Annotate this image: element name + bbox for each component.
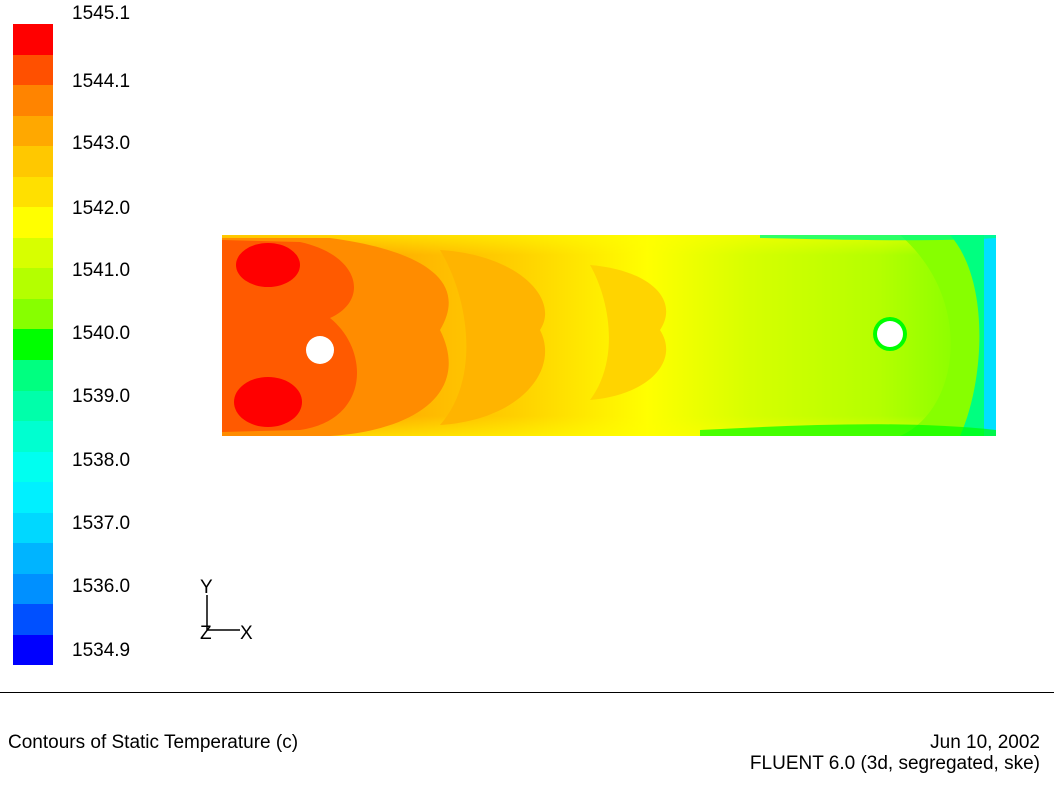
contour-band	[440, 250, 546, 425]
legend-color-band	[13, 146, 53, 177]
footer-divider	[0, 692, 1054, 693]
legend-color-band	[13, 390, 53, 422]
plot-date: Jun 10, 2002	[930, 732, 1040, 753]
legend-color-band	[13, 54, 53, 86]
axis-x-label: X	[240, 623, 253, 644]
legend-color-band	[13, 115, 53, 147]
legend-color-band	[13, 360, 53, 391]
legend-tick: 1543.0	[72, 133, 131, 154]
legend-tick: 1539.0	[72, 386, 131, 407]
legend-color-band	[13, 543, 53, 574]
legend-color-band	[13, 512, 53, 544]
legend-tick: 1542.0	[72, 198, 131, 219]
hot-spot	[234, 377, 302, 427]
software-version: FLUENT 6.0 (3d, segregated, ske)	[749, 753, 1040, 774]
legend-color-band	[13, 604, 53, 635]
probe-hole	[306, 336, 334, 364]
legend-color-band	[13, 329, 53, 361]
legend-tick: 1541.0	[72, 260, 131, 281]
legend-color-band	[13, 85, 53, 116]
legend-tick: 1536.0	[72, 576, 131, 597]
legend-tick: 1544.1	[72, 71, 131, 92]
legend-color-band	[13, 451, 53, 483]
legend-color-band	[13, 268, 53, 299]
legend-tick: 1534.9	[72, 640, 131, 661]
axis-y-label: Y	[200, 577, 213, 598]
legend-tick: 1537.0	[72, 513, 131, 534]
legend-color-band	[13, 176, 53, 208]
legend-color-band	[13, 207, 53, 238]
probe-hole	[877, 321, 903, 347]
legend-color-band	[13, 298, 53, 330]
legend-color-band	[13, 24, 53, 55]
hot-spot	[236, 243, 300, 287]
plot-title: Contours of Static Temperature (c)	[8, 732, 299, 753]
legend-tick: 1545.1	[72, 3, 131, 24]
axis-z-label: Z	[200, 623, 212, 644]
legend-tick: 1538.0	[72, 450, 131, 471]
legend-color-band	[13, 237, 53, 269]
legend-color-band	[13, 634, 53, 666]
legend-tick: 1540.0	[72, 323, 131, 344]
contour-band	[590, 265, 667, 400]
axis-triad: Y Z X	[200, 577, 253, 644]
color-legend-bar	[13, 24, 53, 666]
legend-color-band	[13, 573, 53, 605]
contour-band	[900, 235, 996, 436]
temperature-contour-plot	[222, 235, 996, 436]
legend-color-band	[13, 482, 53, 513]
legend-color-band	[13, 421, 53, 452]
